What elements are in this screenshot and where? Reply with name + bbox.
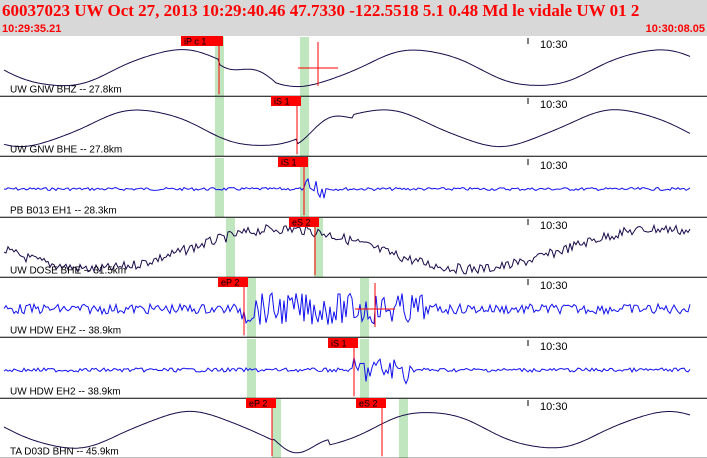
pick-label: iS 1 xyxy=(331,339,347,349)
pick-flag[interactable] xyxy=(328,338,358,348)
green-window xyxy=(300,97,309,157)
channel-label: UW HDW EH2 -- 38.9km xyxy=(10,386,121,397)
channel-label: UW DOSE BHE -- 31.5km xyxy=(10,265,126,276)
pick-label: iS 1 xyxy=(274,97,290,107)
channel-label: TA D03D BHN -- 45.9km xyxy=(10,446,119,457)
pick-flag[interactable] xyxy=(218,277,248,287)
pick-label: iP c 1 xyxy=(184,37,206,47)
pick-flag[interactable] xyxy=(356,398,386,408)
green-window xyxy=(360,278,369,338)
time-marker-label: 10:30 xyxy=(540,160,568,172)
pick-label: eS 2 xyxy=(292,218,311,228)
green-window xyxy=(226,218,235,278)
trace-waveform xyxy=(3,410,691,454)
pick-flag[interactable] xyxy=(289,217,319,227)
time-marker-label: 10:30 xyxy=(540,341,568,353)
channel-label: UW GNW BHZ -- 27.8km xyxy=(10,84,122,95)
green-window xyxy=(300,37,309,97)
green-window xyxy=(399,399,408,458)
green-window xyxy=(247,339,256,399)
pick-flag[interactable] xyxy=(278,157,308,167)
pick-label: eP 2 xyxy=(221,278,239,288)
time-marker-label: 10:30 xyxy=(540,220,568,232)
trace-waveform xyxy=(3,357,691,385)
pick-flag[interactable] xyxy=(246,398,276,408)
trace-waveform xyxy=(3,177,691,199)
pick-label: eP 2 xyxy=(249,399,267,409)
time-marker-label: 10:30 xyxy=(540,39,568,51)
pick-label: iS 1 xyxy=(281,158,297,168)
green-window xyxy=(314,218,323,278)
time-marker-label: 10:30 xyxy=(540,99,568,111)
channel-label: UW GNW BHE -- 27.8km xyxy=(10,144,122,155)
green-window xyxy=(247,278,256,338)
event-title: 60037023 UW Oct 27, 2013 10:29:40.46 47.… xyxy=(2,1,640,20)
time-marker-label: 10:30 xyxy=(540,401,568,413)
green-window xyxy=(215,97,224,157)
trace-waveform xyxy=(3,49,691,88)
green-window xyxy=(272,399,281,458)
trace-waveform xyxy=(3,223,691,275)
green-window xyxy=(215,158,224,218)
trace-waveform xyxy=(3,109,691,148)
end-time-label: 10:30:08.05 xyxy=(645,23,705,35)
time-marker-label: 10:30 xyxy=(540,280,568,292)
seismogram-panel[interactable]: iP c 1 10:30 UW GNW BHZ -- 27.8km iS 1 10:30… xyxy=(0,36,707,458)
event-header: 60037023 UW Oct 27, 2013 10:29:40.46 47.… xyxy=(0,0,707,36)
channel-label: PB B013 EH1 -- 28.3km xyxy=(10,205,117,216)
pick-flag[interactable] xyxy=(181,36,223,46)
trace-waveform xyxy=(3,292,691,325)
channel-label: UW HDW EHZ -- 38.9km xyxy=(10,325,121,336)
start-time-label: 10:29:35.21 xyxy=(2,23,62,35)
pick-flag[interactable] xyxy=(271,96,301,106)
pick-label: eS 2 xyxy=(359,399,378,409)
